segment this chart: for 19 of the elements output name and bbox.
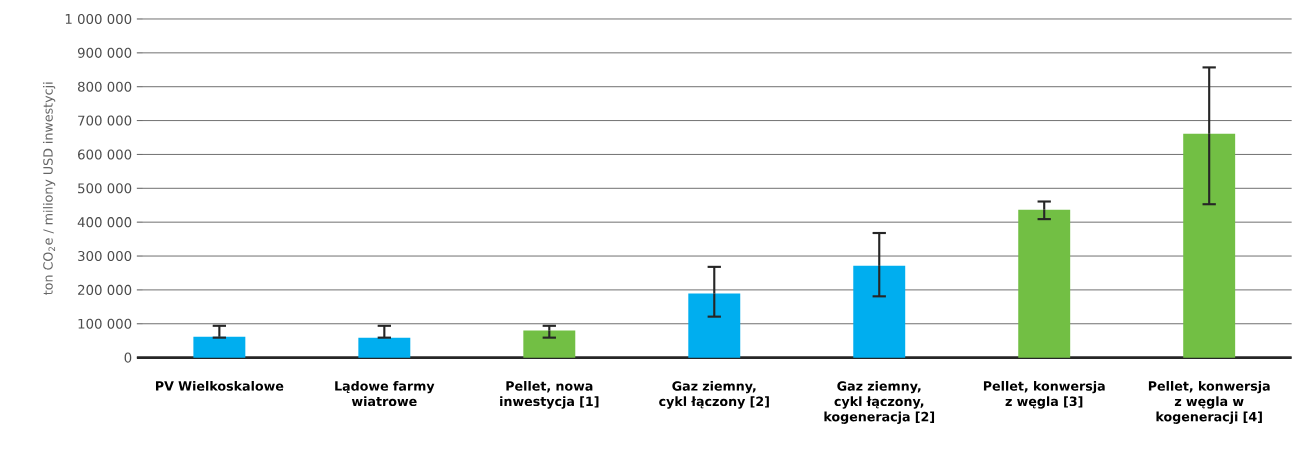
x-tick-label: Pellet, konwersja z węgla w kogeneracji [4] — [1148, 381, 1270, 425]
y-tick-label: 300 000 — [78, 251, 132, 262]
y-tick-label: 1 000 000 — [65, 14, 132, 25]
y-tick-label: 500 000 — [78, 183, 132, 194]
x-tick-label: Pellet, konwersja z węgla [3] — [983, 381, 1105, 409]
y-tick-label: 700 000 — [78, 115, 132, 126]
y-tick-label: 100 000 — [78, 318, 132, 330]
y-tick-label: 600 000 — [78, 149, 132, 160]
x-tick-label: Pellet, nowa inwestycja [1] — [500, 381, 599, 409]
y-tick-label: 800 000 — [77, 81, 132, 92]
y-axis-title: ton CO$_{2}$e / miliony USD inwestycji — [42, 82, 56, 296]
x-tick-label: Gaz ziemny, cykl łączony, kogeneracja [2] — [824, 381, 935, 425]
y-tick-label: 900 000 — [77, 48, 132, 59]
y-tick-label: 200 000 — [78, 285, 132, 296]
y-tick-label: 400 000 — [77, 217, 132, 228]
y-tick-label: 0 — [124, 352, 132, 363]
x-tick-label: Gaz ziemny, cykl łączony [2] — [659, 381, 769, 409]
x-tick-label: PV Wielkoskalowe — [156, 381, 284, 392]
x-tick-label: Lądowe farmy wiatrowe — [335, 381, 435, 407]
